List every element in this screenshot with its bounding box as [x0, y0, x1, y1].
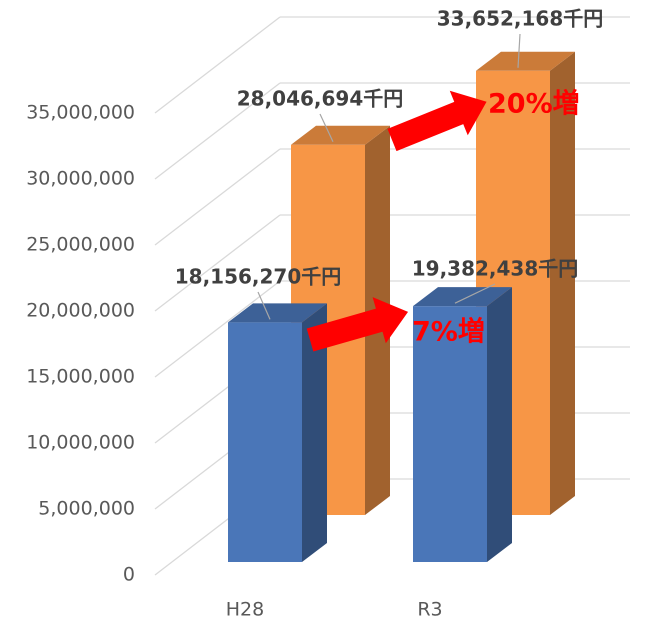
labels: H28 R3 28,046,694千円 33,652,168千円 18,156,270千…: [175, 7, 604, 621]
bar: [228, 322, 302, 562]
leader-line: [257, 291, 271, 320]
y-tick-label: 10,000,000: [26, 432, 135, 454]
bar: [413, 306, 487, 562]
bar-top: [476, 51, 575, 71]
bar-side: [487, 287, 512, 562]
bar-top: [228, 303, 327, 323]
data-label: 28,046,694千円: [237, 87, 404, 111]
data-label: 19,382,438千円: [412, 257, 579, 281]
y-tick-label: 25,000,000: [26, 234, 135, 256]
x-tick-label: H28: [226, 599, 264, 621]
y-tick-label: 5,000,000: [38, 498, 135, 520]
leader-line: [517, 33, 521, 68]
grid-line: [154, 214, 281, 312]
bar-top: [413, 287, 512, 307]
leader-line: [454, 283, 496, 304]
bar-side: [302, 303, 327, 562]
bar-top: [291, 125, 390, 145]
arrow: [306, 297, 409, 352]
x-tick-label: R3: [417, 599, 442, 621]
y-tick-label: 35,000,000: [26, 102, 135, 124]
annotation: 7%増: [412, 316, 485, 348]
data-label: 33,652,168千円: [437, 7, 604, 31]
y-tick-label: 0: [123, 564, 135, 586]
grid-line: [154, 280, 281, 378]
y-tick-label: 15,000,000: [26, 366, 135, 388]
grid-line: [154, 16, 281, 114]
grid-line: [154, 82, 281, 180]
bar-side: [550, 51, 575, 515]
data-label: 18,156,270千円: [175, 265, 342, 289]
grid-line: [154, 148, 281, 246]
y-tick-label: 20,000,000: [26, 300, 135, 322]
annotation: 20%増: [488, 88, 580, 120]
arrow: [387, 90, 487, 152]
bars: [228, 51, 575, 562]
leader-line: [319, 113, 334, 143]
y-tick-label: 30,000,000: [26, 168, 135, 190]
